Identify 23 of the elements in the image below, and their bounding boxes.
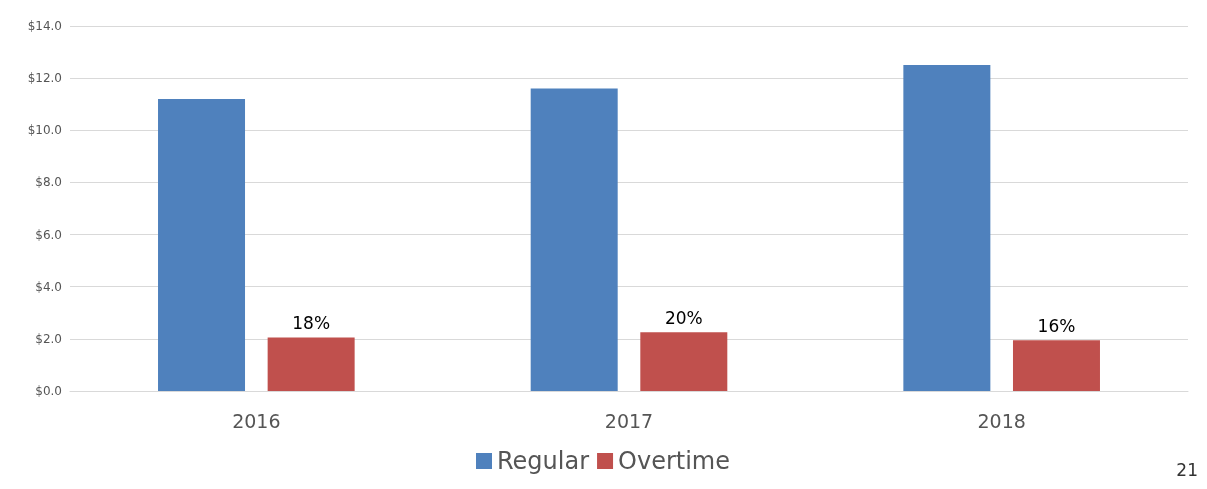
y-tick-label: $4.0 [35, 279, 62, 294]
x-tick-label: 2018 [977, 409, 1026, 432]
y-tick-label: $0.0 [35, 384, 62, 398]
y-tick-label: $2.0 [35, 331, 62, 346]
bar [530, 88, 618, 391]
annotation: 18% [292, 313, 331, 334]
annotation: 16% [1037, 315, 1076, 336]
legend-label: Overtime [618, 447, 730, 475]
bar [267, 337, 355, 391]
y-tick-label: $14.0 [27, 19, 62, 33]
y-tick-label: $12.0 [27, 71, 62, 86]
bar [1012, 340, 1100, 391]
y-tick-label: $6.0 [35, 227, 62, 242]
y-tick-label: $10.0 [27, 123, 62, 138]
annotation: 20% [664, 307, 703, 328]
x-tick-label: 2017 [604, 409, 654, 432]
bar [903, 65, 991, 391]
legend-label: Regular [497, 447, 590, 475]
x-tick-label: 2016 [232, 409, 281, 432]
text: 21 [1176, 459, 1199, 480]
bar [158, 99, 246, 391]
y-tick-label: $8.0 [35, 175, 62, 190]
bar [640, 332, 728, 391]
